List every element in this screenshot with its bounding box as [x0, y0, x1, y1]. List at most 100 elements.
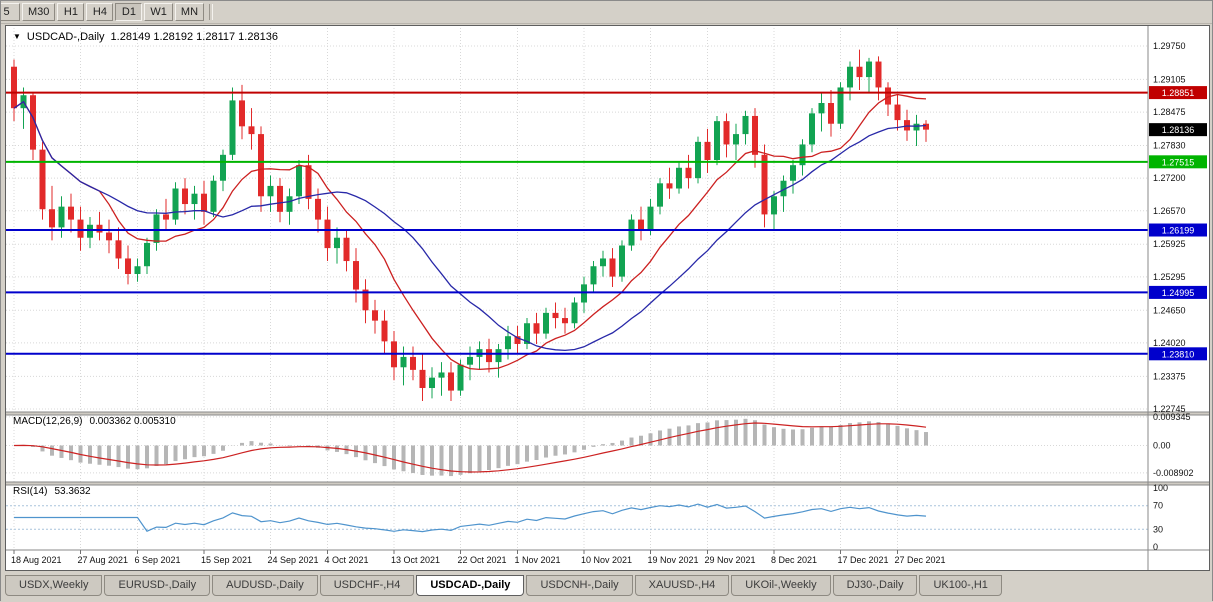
candle-body: [467, 356, 473, 365]
price-axis-label: 1.29105: [1153, 74, 1186, 84]
rsi-indicator-label: RSI(14) 53.3632: [13, 486, 91, 497]
timeframe-button-h1[interactable]: H1: [57, 3, 85, 21]
timeframe-button-h4[interactable]: H4: [86, 3, 114, 21]
price-level-badge-value: 1.28136: [1162, 125, 1195, 135]
price-axis-label: 1.23375: [1153, 371, 1186, 381]
candle-body: [581, 284, 587, 303]
candle-body: [619, 245, 625, 277]
candle-body: [904, 120, 910, 131]
candle-body: [733, 134, 739, 145]
candle-body: [210, 180, 217, 212]
candle-body: [438, 372, 445, 378]
price-axis-label: 1.22745: [1153, 404, 1186, 414]
candle-body: [742, 115, 749, 135]
chart-window[interactable]: 1.29750 1.29105 1.28475 1.27830 1.27200 1.265…: [5, 25, 1210, 571]
panel-separator[interactable]: [6, 482, 1209, 485]
chart-tab-usdchf-h4[interactable]: USDCHF-,H4: [319, 575, 415, 596]
candle-body: [562, 318, 568, 324]
candle-body: [676, 167, 682, 189]
candle-body: [239, 100, 245, 127]
candle-body: [296, 165, 302, 197]
candle-body: [695, 141, 701, 179]
timeframe-button-m30[interactable]: M30: [22, 3, 56, 21]
price-axis-label: 1.28475: [1153, 107, 1186, 117]
candle-body: [334, 237, 340, 249]
candle-body: [486, 349, 492, 363]
macd-axis-label: -0.008902: [1153, 468, 1194, 478]
date-axis-label: 19 Nov 2021: [648, 555, 699, 565]
candle-body: [267, 185, 274, 197]
candle-body: [647, 206, 654, 230]
price-level-badge-value: 1.23810: [1162, 349, 1195, 359]
chart-tab-usdcnh-daily[interactable]: USDCNH-,Daily: [526, 575, 633, 596]
candle-body: [315, 198, 321, 220]
chart-tab-eurusd-daily[interactable]: EURUSD-,Daily: [104, 575, 211, 596]
macd-values: 0.003362 0.005310: [89, 416, 176, 427]
chart-tab-dj30-daily[interactable]: DJ30-,Daily: [832, 575, 918, 596]
date-axis-label: 13 Oct 2021: [391, 555, 440, 565]
chart-tab-usdx-weekly[interactable]: USDX,Weekly: [5, 575, 103, 596]
candle-body: [11, 66, 17, 109]
candle-body: [505, 336, 511, 350]
candle-body: [191, 193, 198, 205]
date-axis-label: 17 Dec 2021: [838, 555, 889, 565]
date-axis-label: 27 Dec 2021: [895, 555, 946, 565]
collapse-triangle-icon[interactable]: ▼: [13, 32, 21, 41]
candle-body: [600, 258, 606, 267]
chart-tab-xauusd-h4[interactable]: XAUUSD-,H4: [634, 575, 730, 596]
candle-body: [856, 66, 863, 78]
candle-body: [258, 134, 264, 197]
candle-body: [818, 103, 825, 114]
timeframe-button-d1[interactable]: D1: [115, 3, 143, 21]
chart-tab-bar: USDX,Weekly EURUSD-,Daily AUDUSD-,Daily USD…: [1, 573, 1212, 602]
chart-symbol-label: USDCAD-,Daily: [26, 31, 105, 43]
rsi-line: [14, 503, 927, 533]
date-axis-label: 15 Sep 2021: [201, 555, 252, 565]
price-level-badge: [1149, 223, 1207, 237]
price-level-badge: [1149, 86, 1207, 100]
price-level-badge-value: 1.26199: [1162, 226, 1195, 236]
rsi-axis-label: 100: [1153, 483, 1168, 493]
chart-tab-ukoil-weekly[interactable]: UKOil-,Weekly: [731, 575, 831, 596]
candle-body: [305, 165, 312, 199]
price-level-badge: [1149, 347, 1207, 361]
candle-body: [172, 188, 179, 220]
candle-body: [571, 302, 578, 324]
timeframe-button-5[interactable]: 5: [1, 3, 20, 21]
candle-body: [49, 209, 55, 228]
candle-body: [248, 126, 255, 135]
candle-body: [552, 312, 559, 319]
price-axis-label: 1.26570: [1153, 206, 1186, 216]
candle-body: [866, 61, 872, 78]
candle-body: [799, 144, 806, 166]
price-level-badge-value: 1.27515: [1162, 157, 1195, 167]
timeframe-button-mn[interactable]: MN: [174, 3, 205, 21]
candle-body: [704, 141, 711, 161]
candle-body: [913, 123, 920, 131]
price-level-badge: [1149, 285, 1207, 299]
candle-body: [372, 310, 378, 321]
candle-body: [182, 188, 188, 205]
candle-body: [923, 123, 929, 130]
price-chart-canvas[interactable]: 1.29750 1.29105 1.28475 1.27830 1.27200 1.265…: [6, 26, 1209, 570]
candle-body: [286, 196, 293, 212]
timeframe-button-w1[interactable]: W1: [144, 3, 173, 21]
candle-body: [58, 206, 65, 228]
candle-body: [828, 103, 834, 124]
panel-separator[interactable]: [6, 412, 1209, 415]
candle-body: [77, 219, 84, 238]
chart-tab-usdcad-daily[interactable]: USDCAD-,Daily: [416, 575, 525, 596]
chart-tab-uk100-h1[interactable]: UK100-,H1: [919, 575, 1002, 596]
macd-axis-label: 0.00: [1153, 441, 1171, 451]
chart-tab-audusd-daily[interactable]: AUDUSD-,Daily: [212, 575, 318, 596]
candle-body: [68, 206, 74, 220]
date-axis-label: 6 Sep 2021: [135, 555, 181, 565]
candle-body: [894, 104, 901, 121]
candle-body: [761, 154, 768, 215]
candle-body: [790, 165, 796, 181]
date-axis-label: 27 Aug 2021: [78, 555, 129, 565]
candle-body: [125, 258, 131, 275]
date-axis-label: 24 Sep 2021: [268, 555, 319, 565]
date-axis-label: 22 Oct 2021: [458, 555, 507, 565]
macd-signal-line: [13, 422, 927, 473]
